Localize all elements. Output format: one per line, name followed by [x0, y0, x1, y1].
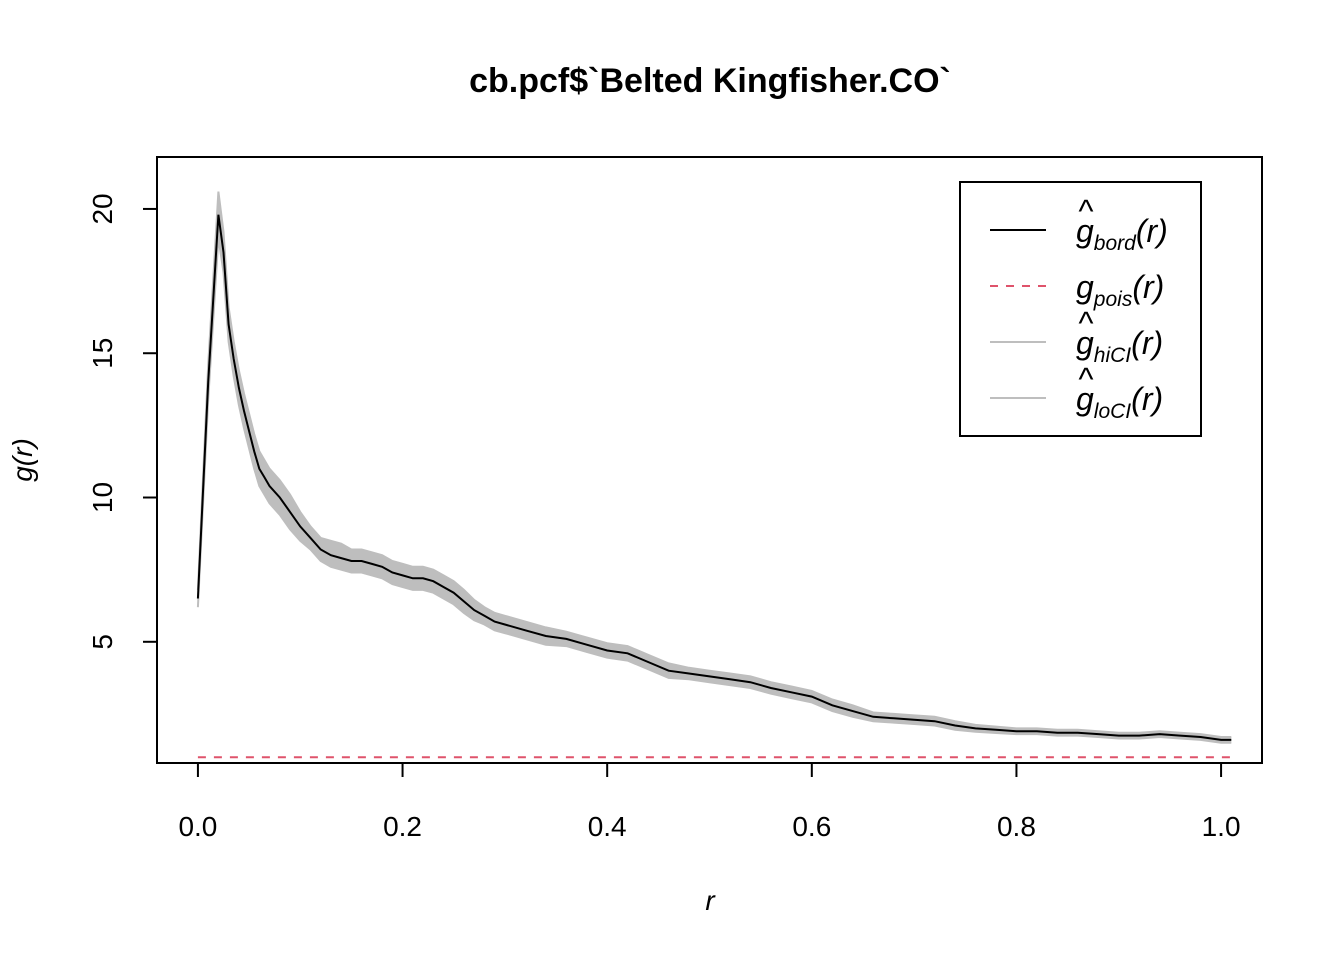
series-lines: [196, 191, 1232, 759]
confidence-band: [197, 191, 1232, 743]
y-axis: 5 10 15 20: [87, 193, 158, 650]
legend-box: [959, 181, 1202, 437]
legend: gbord(r)^gpois(r)ghiCI(r)^gloCI(r)^: [959, 181, 1202, 437]
y-tick-label: 10: [87, 482, 118, 513]
x-tick-label: 0.4: [588, 811, 627, 842]
y-tick-label: 20: [87, 193, 118, 224]
x-tick-label: 0.0: [178, 811, 217, 842]
hat-accent: ^: [1078, 361, 1094, 397]
series-line-hiCI: [196, 191, 1232, 738]
legend-label-pois: gpois(r): [1076, 269, 1164, 311]
legend-label-bord: gbord(r): [1076, 213, 1168, 255]
ci-band-area: [197, 191, 1232, 743]
x-tick-label: 0.6: [792, 811, 831, 842]
series-line-loCI: [196, 237, 1232, 744]
y-tick-label: 5: [87, 634, 118, 650]
y-tick-label: 15: [87, 338, 118, 369]
legend-label-loCI: gloCI(r): [1076, 381, 1163, 423]
x-axis-label: r: [705, 885, 716, 916]
legend-label-hiCI: ghiCI(r): [1076, 325, 1163, 367]
x-tick-label: 0.8: [997, 811, 1036, 842]
hat-accent: ^: [1078, 305, 1094, 341]
x-tick-label: 1.0: [1202, 811, 1241, 842]
y-axis-label: g(r): [7, 438, 38, 482]
series-line-bord: [196, 214, 1232, 741]
hat-accent: ^: [1078, 193, 1094, 229]
chart-title: cb.pcf$`Belted Kingfisher.CO`: [469, 62, 951, 100]
x-tick-label: 0.2: [383, 811, 422, 842]
x-axis: 0.0 0.2 0.4 0.6 0.8 1.0: [178, 762, 1241, 842]
